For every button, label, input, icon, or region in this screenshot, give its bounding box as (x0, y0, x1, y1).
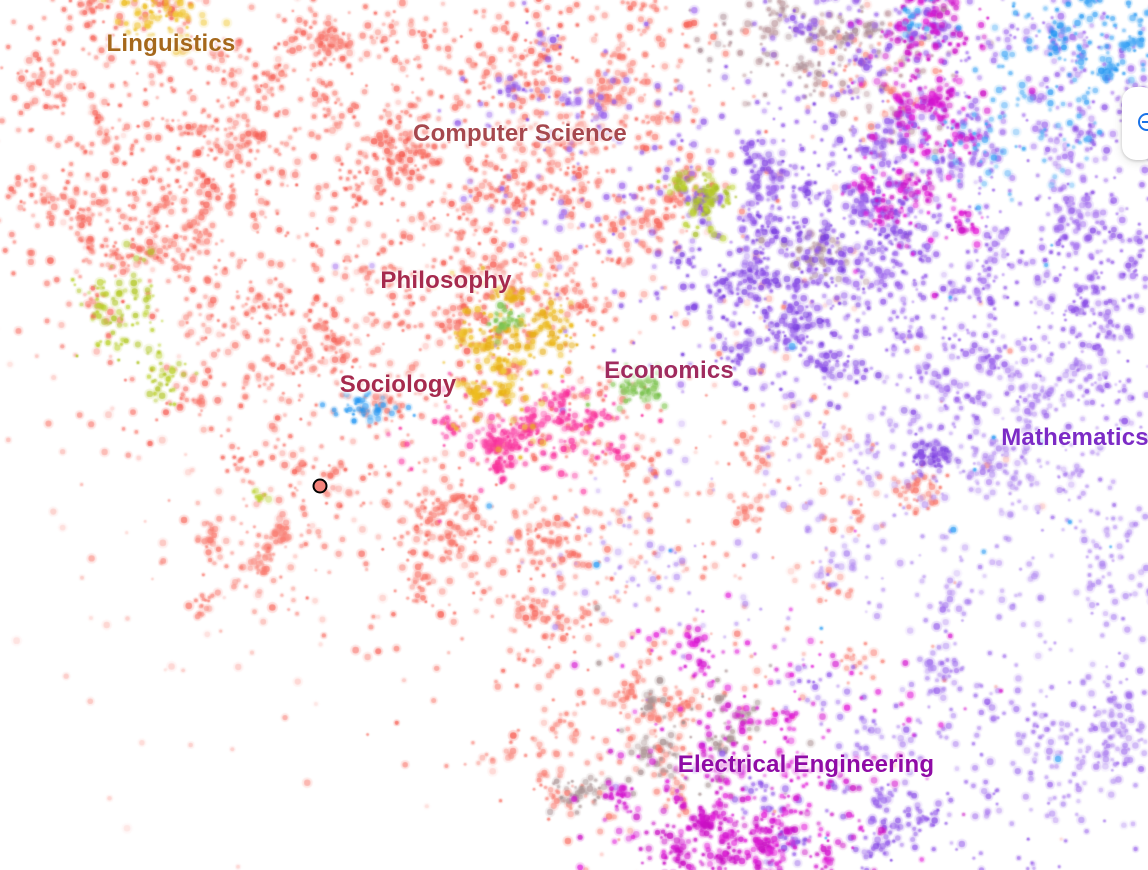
floating-panel[interactable] (1122, 87, 1148, 160)
circled-target-icon[interactable] (1137, 112, 1148, 132)
selected-point[interactable] (312, 478, 328, 494)
